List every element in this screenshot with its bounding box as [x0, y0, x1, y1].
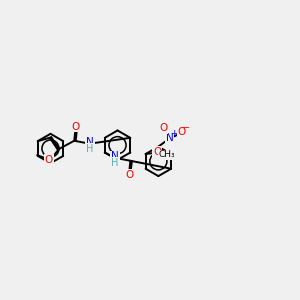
- Text: O: O: [153, 147, 161, 157]
- Text: O: O: [71, 122, 80, 132]
- Text: CH₃: CH₃: [159, 150, 176, 159]
- Text: H: H: [86, 144, 94, 154]
- Text: O: O: [159, 123, 167, 133]
- Text: N: N: [166, 133, 173, 143]
- Text: N: N: [111, 152, 119, 161]
- Text: O: O: [178, 127, 186, 136]
- Text: H: H: [111, 158, 118, 168]
- Text: O: O: [45, 155, 53, 165]
- Text: O: O: [125, 170, 133, 180]
- Text: −: −: [182, 123, 190, 134]
- Text: +: +: [170, 129, 177, 138]
- Text: N: N: [86, 137, 94, 147]
